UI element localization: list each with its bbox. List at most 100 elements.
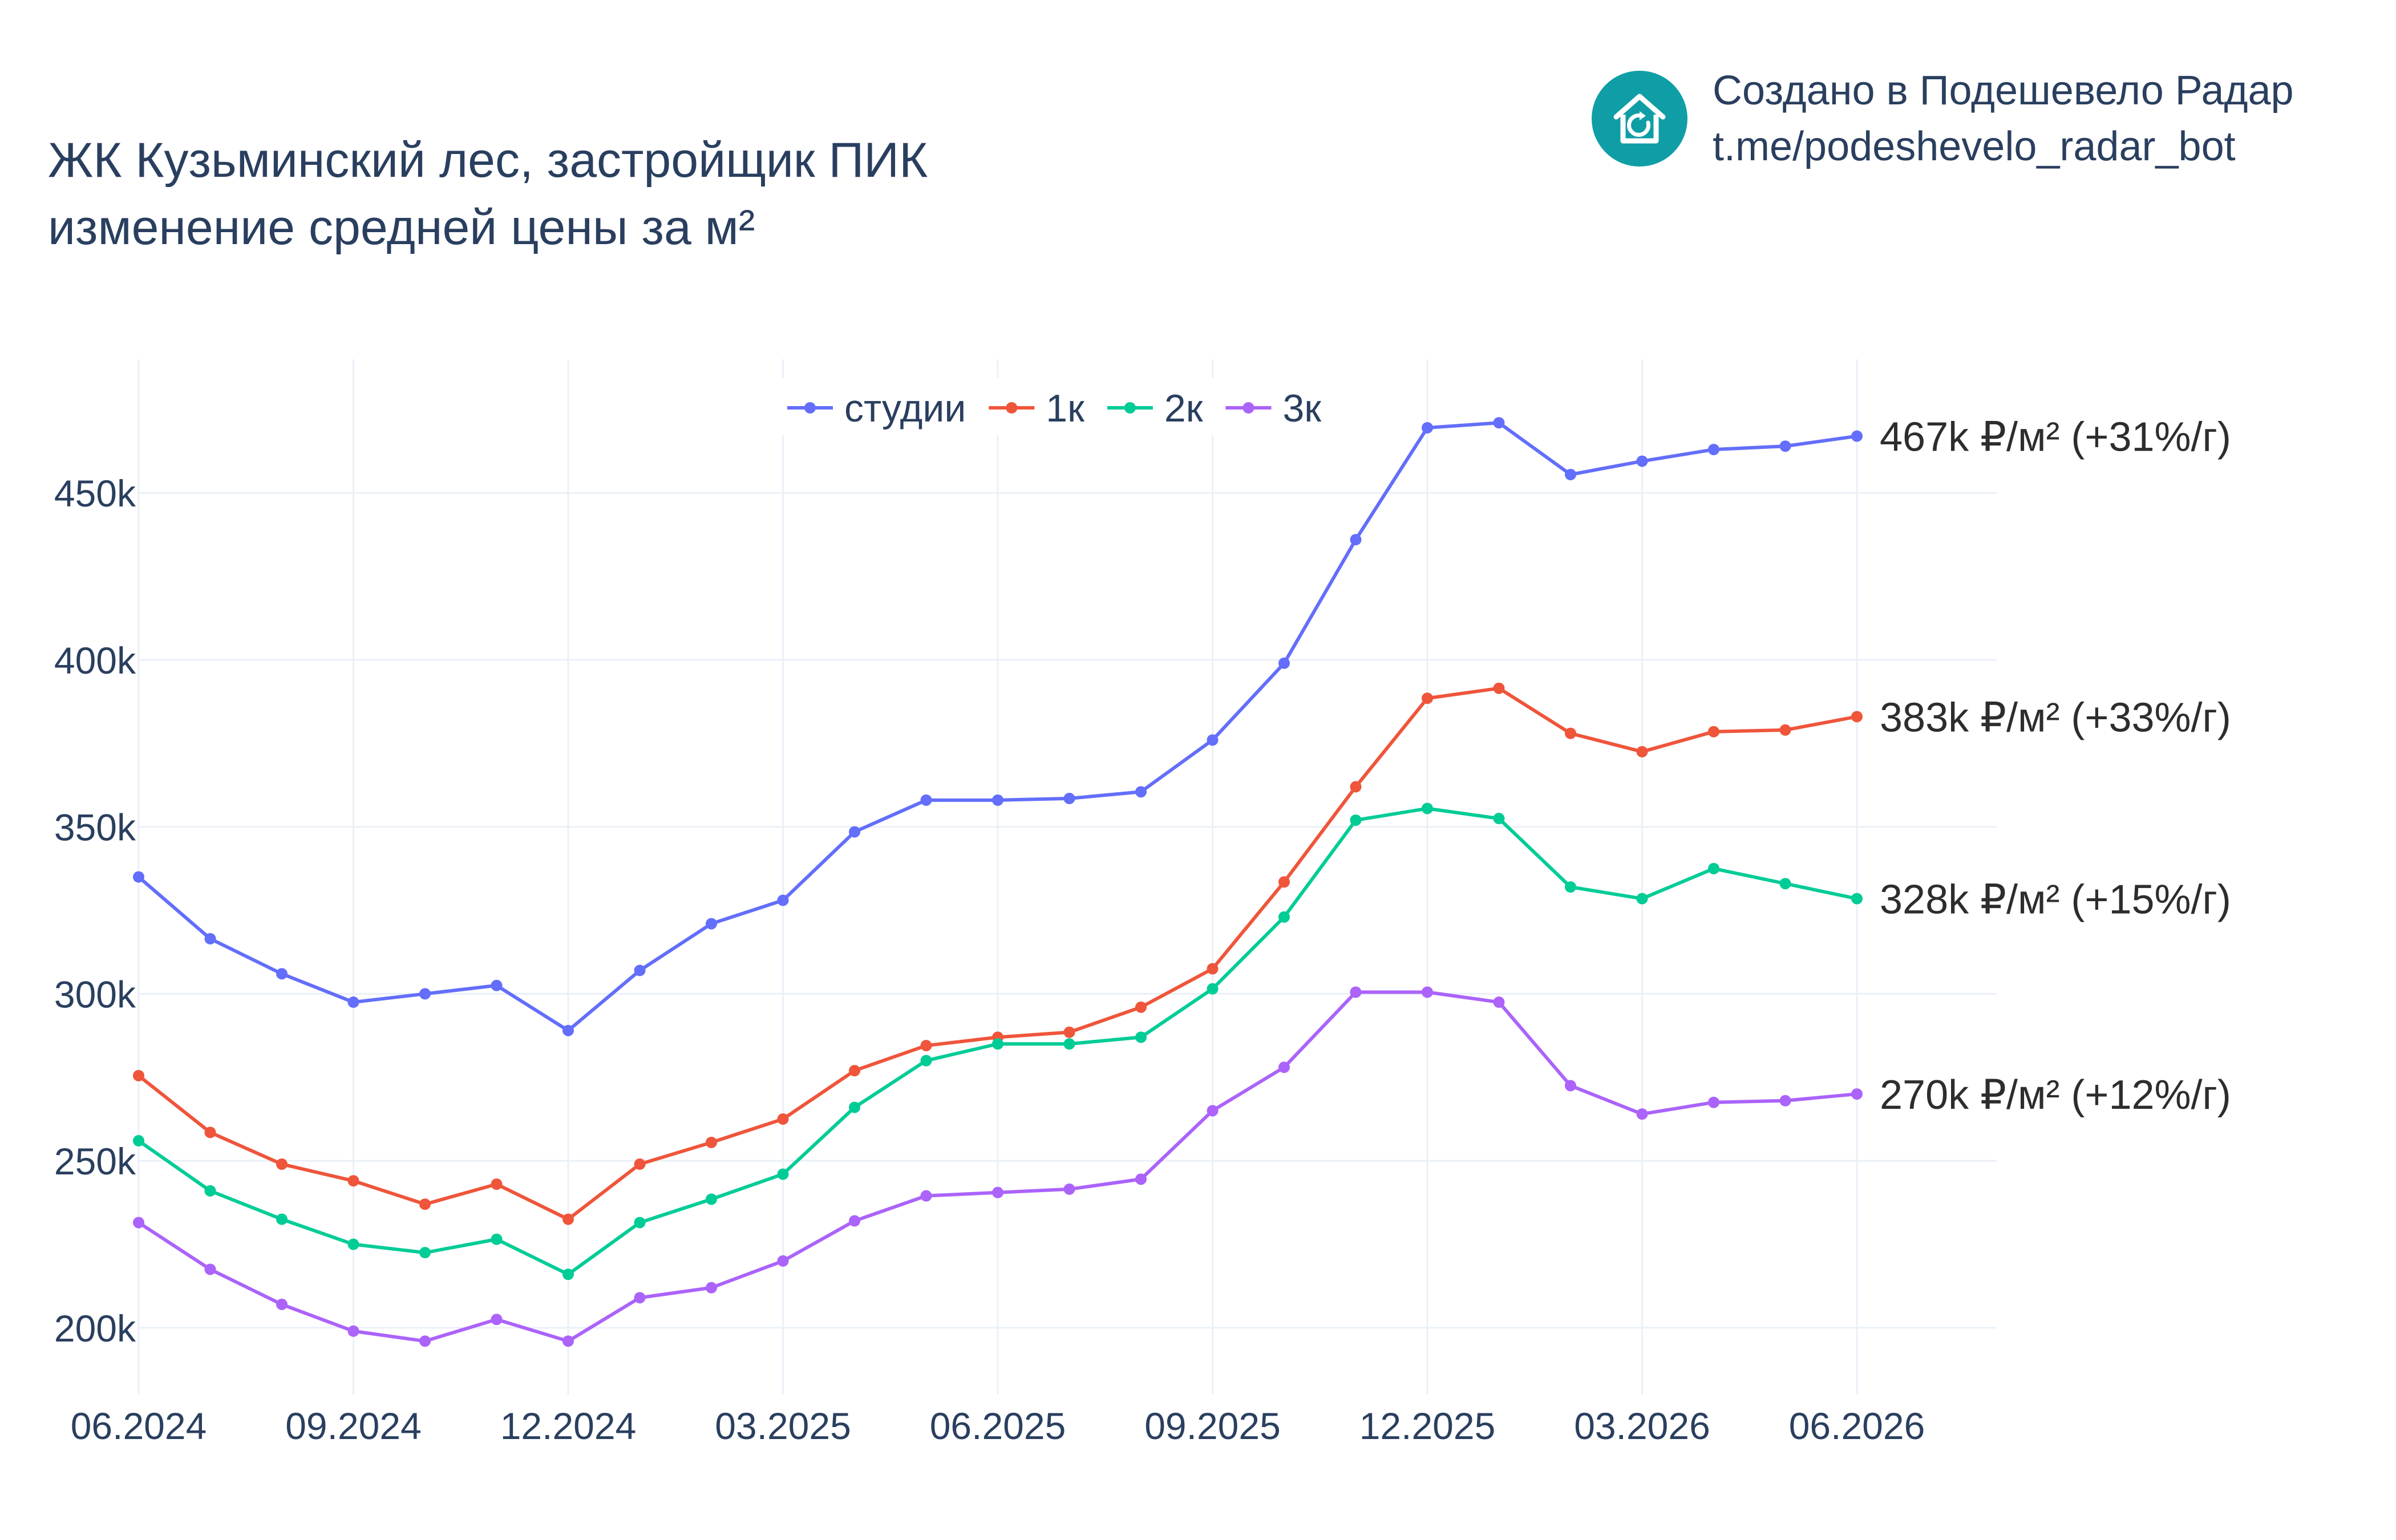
data-point[interactable] xyxy=(347,1325,359,1337)
data-point[interactable] xyxy=(1135,1173,1147,1185)
data-point[interactable] xyxy=(491,979,503,991)
legend-item[interactable]: 1к xyxy=(989,387,1085,430)
data-point[interactable] xyxy=(1565,1080,1576,1092)
data-point[interactable] xyxy=(992,794,1003,806)
data-point[interactable] xyxy=(1207,963,1219,975)
data-point[interactable] xyxy=(777,1255,789,1267)
data-point[interactable] xyxy=(1135,1001,1147,1013)
data-point[interactable] xyxy=(1851,430,1863,442)
data-point[interactable] xyxy=(419,1335,431,1347)
data-point[interactable] xyxy=(562,1024,574,1036)
data-point[interactable] xyxy=(562,1269,574,1280)
data-point[interactable] xyxy=(849,1101,860,1113)
data-point[interactable] xyxy=(1350,814,1362,826)
legend-item[interactable]: 3к xyxy=(1225,387,1322,430)
data-point[interactable] xyxy=(347,1175,359,1187)
data-point[interactable] xyxy=(849,826,860,838)
data-point[interactable] xyxy=(634,1158,646,1170)
data-point[interactable] xyxy=(204,933,216,945)
data-point[interactable] xyxy=(1063,1026,1075,1038)
data-point[interactable] xyxy=(1278,876,1290,888)
data-point[interactable] xyxy=(777,1113,789,1125)
data-point[interactable] xyxy=(204,1263,216,1275)
data-point[interactable] xyxy=(1207,734,1219,746)
data-point[interactable] xyxy=(133,1135,144,1147)
data-point[interactable] xyxy=(276,1298,288,1310)
data-point[interactable] xyxy=(1350,986,1362,998)
data-point[interactable] xyxy=(133,1217,144,1229)
data-point[interactable] xyxy=(1851,1088,1863,1100)
legend-item[interactable]: студии xyxy=(787,387,966,430)
data-point[interactable] xyxy=(1493,417,1505,429)
data-point[interactable] xyxy=(706,1136,717,1148)
data-point[interactable] xyxy=(777,1168,789,1180)
data-point[interactable] xyxy=(1779,440,1791,452)
data-point[interactable] xyxy=(1779,878,1791,890)
data-point[interactable] xyxy=(849,1065,860,1077)
data-point[interactable] xyxy=(1207,983,1219,995)
data-point[interactable] xyxy=(1708,1096,1719,1108)
data-point[interactable] xyxy=(706,1282,717,1294)
data-point[interactable] xyxy=(276,1213,288,1225)
data-point[interactable] xyxy=(419,988,431,1000)
legend-item[interactable]: 2к xyxy=(1107,387,1204,430)
data-point[interactable] xyxy=(1063,1183,1075,1195)
data-point[interactable] xyxy=(1708,726,1719,737)
data-point[interactable] xyxy=(992,1038,1003,1050)
data-point[interactable] xyxy=(347,996,359,1008)
data-point[interactable] xyxy=(347,1238,359,1250)
data-point[interactable] xyxy=(1493,813,1505,825)
data-point[interactable] xyxy=(1350,781,1362,793)
data-point[interactable] xyxy=(1851,711,1863,723)
data-point[interactable] xyxy=(1493,996,1505,1008)
data-point[interactable] xyxy=(634,964,646,976)
data-point[interactable] xyxy=(1207,1105,1219,1117)
data-point[interactable] xyxy=(562,1213,574,1225)
data-point[interactable] xyxy=(849,1215,860,1227)
data-point[interactable] xyxy=(1708,862,1719,874)
data-point[interactable] xyxy=(1851,893,1863,905)
data-point[interactable] xyxy=(1565,468,1576,480)
data-point[interactable] xyxy=(920,1055,932,1067)
data-point[interactable] xyxy=(276,968,288,980)
data-point[interactable] xyxy=(920,794,932,806)
data-point[interactable] xyxy=(133,1069,144,1081)
data-point[interactable] xyxy=(920,1190,932,1202)
data-point[interactable] xyxy=(491,1178,503,1190)
data-point[interactable] xyxy=(419,1198,431,1210)
data-point[interactable] xyxy=(204,1126,216,1138)
data-point[interactable] xyxy=(562,1335,574,1347)
data-point[interactable] xyxy=(1350,534,1362,546)
data-point[interactable] xyxy=(634,1292,646,1304)
data-point[interactable] xyxy=(1135,786,1147,798)
data-point[interactable] xyxy=(706,918,717,930)
data-point[interactable] xyxy=(1422,692,1433,704)
data-point[interactable] xyxy=(777,894,789,906)
data-point[interactable] xyxy=(1708,444,1719,456)
data-point[interactable] xyxy=(491,1314,503,1326)
data-point[interactable] xyxy=(419,1247,431,1259)
data-point[interactable] xyxy=(204,1185,216,1197)
data-point[interactable] xyxy=(920,1040,932,1052)
data-point[interactable] xyxy=(1063,792,1075,804)
data-point[interactable] xyxy=(1565,881,1576,893)
data-point[interactable] xyxy=(634,1217,646,1229)
data-point[interactable] xyxy=(1063,1038,1075,1050)
brand-link[interactable]: t.me/podeshevelo_radar_bot xyxy=(1713,124,2236,169)
data-point[interactable] xyxy=(706,1193,717,1205)
data-point[interactable] xyxy=(1565,727,1576,739)
data-point[interactable] xyxy=(1636,745,1648,757)
data-point[interactable] xyxy=(276,1158,288,1170)
data-point[interactable] xyxy=(1278,1061,1290,1073)
data-point[interactable] xyxy=(1422,803,1433,814)
data-point[interactable] xyxy=(491,1233,503,1245)
data-point[interactable] xyxy=(133,871,144,883)
data-point[interactable] xyxy=(1135,1031,1147,1043)
data-point[interactable] xyxy=(1636,455,1648,467)
data-point[interactable] xyxy=(1636,893,1648,905)
data-point[interactable] xyxy=(992,1186,1003,1198)
data-point[interactable] xyxy=(1278,657,1290,669)
data-point[interactable] xyxy=(1422,422,1433,434)
data-point[interactable] xyxy=(1278,911,1290,923)
data-point[interactable] xyxy=(1636,1108,1648,1120)
